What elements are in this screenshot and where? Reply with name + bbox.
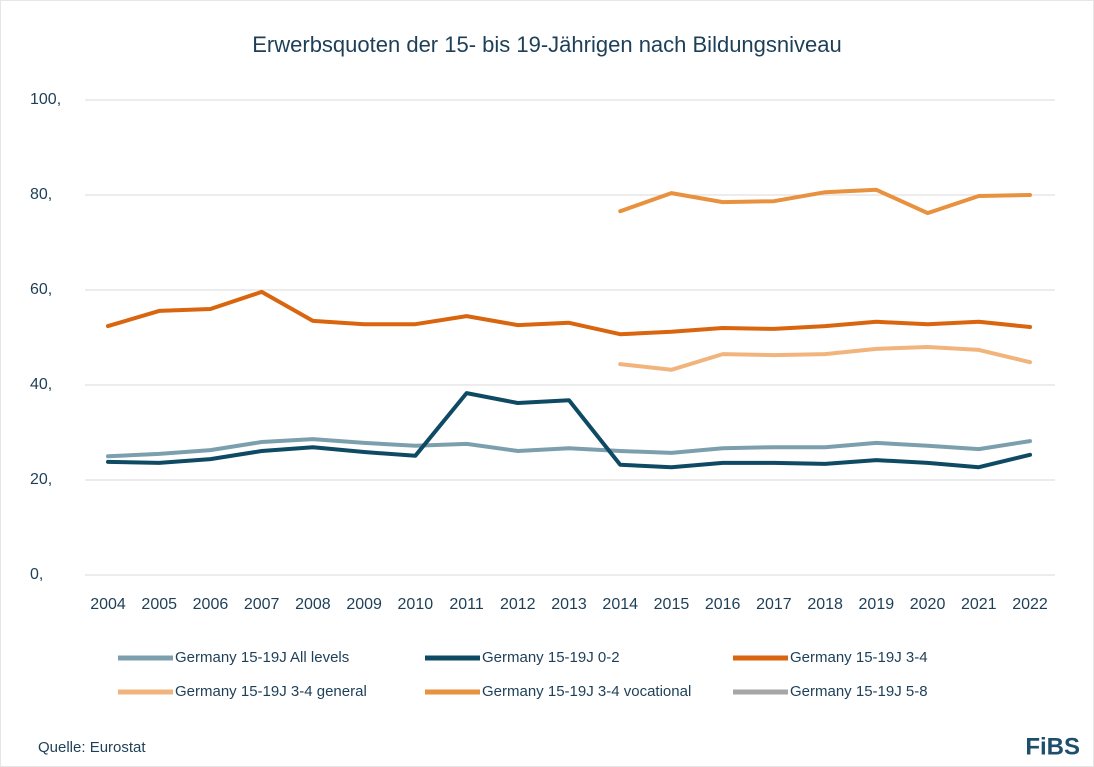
x-tick-label: 2015	[654, 596, 690, 613]
x-tick-label: 2022	[1012, 596, 1048, 613]
legend-label: Germany 15-19J 3-4	[790, 649, 928, 666]
legend-label: Germany 15-19J 3-4 general	[175, 683, 367, 700]
legend-label: Germany 15-19J 0-2	[482, 649, 620, 666]
x-tick-label: 2013	[551, 596, 587, 613]
x-tick-label: 2008	[295, 596, 331, 613]
x-tick-label: 2018	[807, 596, 843, 613]
x-tick-label: 2016	[705, 596, 741, 613]
series-line	[106, 391, 1032, 470]
chart-title: Erwerbsquoten der 15- bis 19-Jährigen na…	[252, 32, 841, 57]
series-line	[106, 437, 1032, 459]
y-tick-label: 20,	[30, 471, 52, 488]
x-tick-label: 2012	[500, 596, 536, 613]
x-tick-label: 2005	[141, 596, 177, 613]
y-tick-label: 60,	[30, 281, 52, 298]
source: Quelle: Eurostat	[38, 739, 146, 756]
y-tick-label: 100,	[30, 91, 61, 108]
x-tick-label: 2009	[346, 596, 382, 613]
x-tick-label: 2017	[756, 596, 792, 613]
series-line	[106, 289, 1032, 337]
legend-label: Germany 15-19J All levels	[175, 649, 349, 666]
x-tick-label: 2011	[449, 596, 484, 613]
y-tick-label: 40,	[30, 376, 52, 393]
x-tick-label: 2020	[910, 596, 946, 613]
y-tick-label: 80,	[30, 186, 52, 203]
legend-label: Germany 15-19J 5-8	[790, 683, 928, 700]
logo: FiBS	[1025, 733, 1080, 760]
x-tick-label: 2014	[602, 596, 638, 613]
series-line	[618, 187, 1032, 216]
x-tick-label: 2010	[398, 596, 434, 613]
x-tick-label: 2006	[193, 596, 229, 613]
x-tick-label: 2004	[90, 596, 126, 613]
y-tick-label: 0,	[30, 566, 43, 583]
x-tick-label: 2007	[244, 596, 280, 613]
x-tick-label: 2021	[961, 596, 997, 613]
x-tick-label: 2019	[859, 596, 895, 613]
legend-label: Germany 15-19J 3-4 vocational	[482, 683, 691, 700]
series-line	[618, 345, 1032, 372]
